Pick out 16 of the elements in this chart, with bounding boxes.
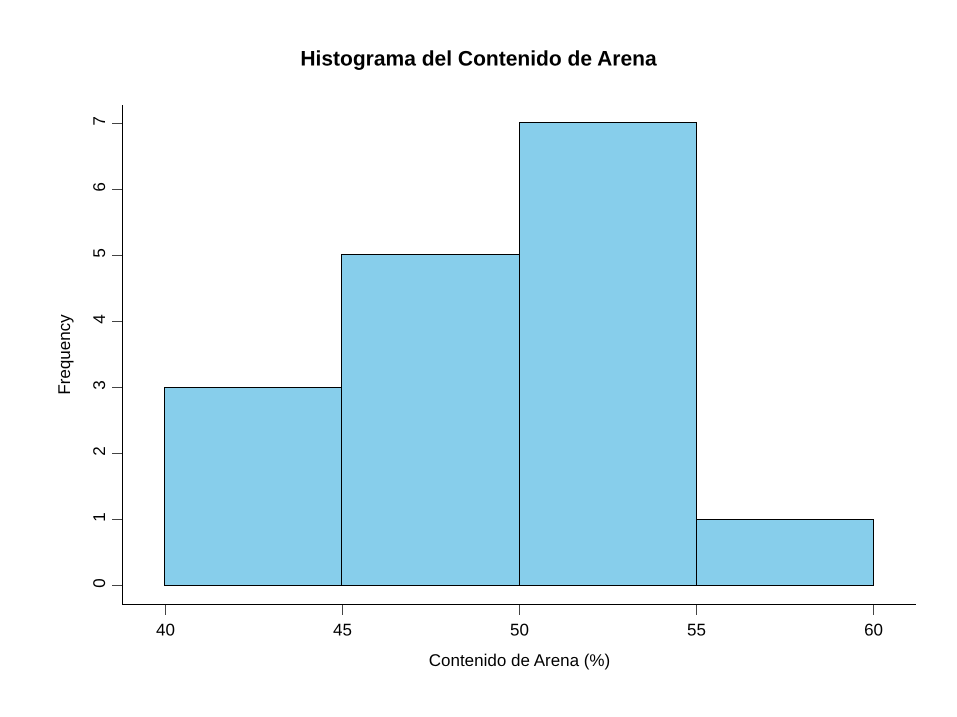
y-tick-label: 3 <box>90 380 110 390</box>
y-tick-label: 4 <box>90 314 110 324</box>
y-tick-label: 0 <box>90 578 110 588</box>
y-tick-label: 7 <box>90 116 110 126</box>
y-axis-title: Frequency <box>54 314 74 395</box>
x-tick-label: 40 <box>156 620 175 640</box>
y-tick-label: 2 <box>90 446 110 456</box>
x-tick-label: 45 <box>333 620 352 640</box>
x-tick-label: 55 <box>687 620 706 640</box>
x-tick-label: 50 <box>510 620 529 640</box>
chart-title: Histograma del Contenido de Arena <box>300 47 657 70</box>
x-axis-title: Contenido de Arena (%) <box>428 650 610 670</box>
x-tick-label: 60 <box>864 620 883 640</box>
y-tick-label: 5 <box>90 248 110 258</box>
y-tick-label: 1 <box>90 512 110 522</box>
y-tick-label: 6 <box>90 182 110 192</box>
